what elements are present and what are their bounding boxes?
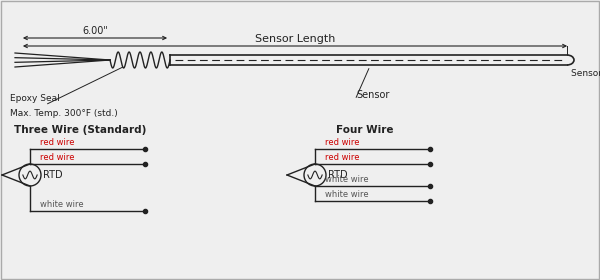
Text: RTD: RTD xyxy=(328,170,347,180)
Text: Epoxy Seal: Epoxy Seal xyxy=(10,94,60,103)
Text: Sensor Length: Sensor Length xyxy=(255,34,335,44)
Text: white wire: white wire xyxy=(40,200,83,209)
Text: white wire: white wire xyxy=(325,175,368,184)
Text: red wire: red wire xyxy=(325,138,359,147)
Text: Max. Temp. 300°F (std.): Max. Temp. 300°F (std.) xyxy=(10,109,118,118)
Text: Sensor OD: Sensor OD xyxy=(571,69,600,78)
Text: Four Wire: Four Wire xyxy=(336,125,394,135)
Text: red wire: red wire xyxy=(325,153,359,162)
Text: Sensor: Sensor xyxy=(356,90,389,100)
Text: red wire: red wire xyxy=(40,153,74,162)
Text: Three Wire (Standard): Three Wire (Standard) xyxy=(14,125,146,135)
Text: white wire: white wire xyxy=(325,190,368,199)
Text: red wire: red wire xyxy=(40,138,74,147)
Text: 6.00": 6.00" xyxy=(82,26,108,36)
Text: RTD: RTD xyxy=(43,170,62,180)
